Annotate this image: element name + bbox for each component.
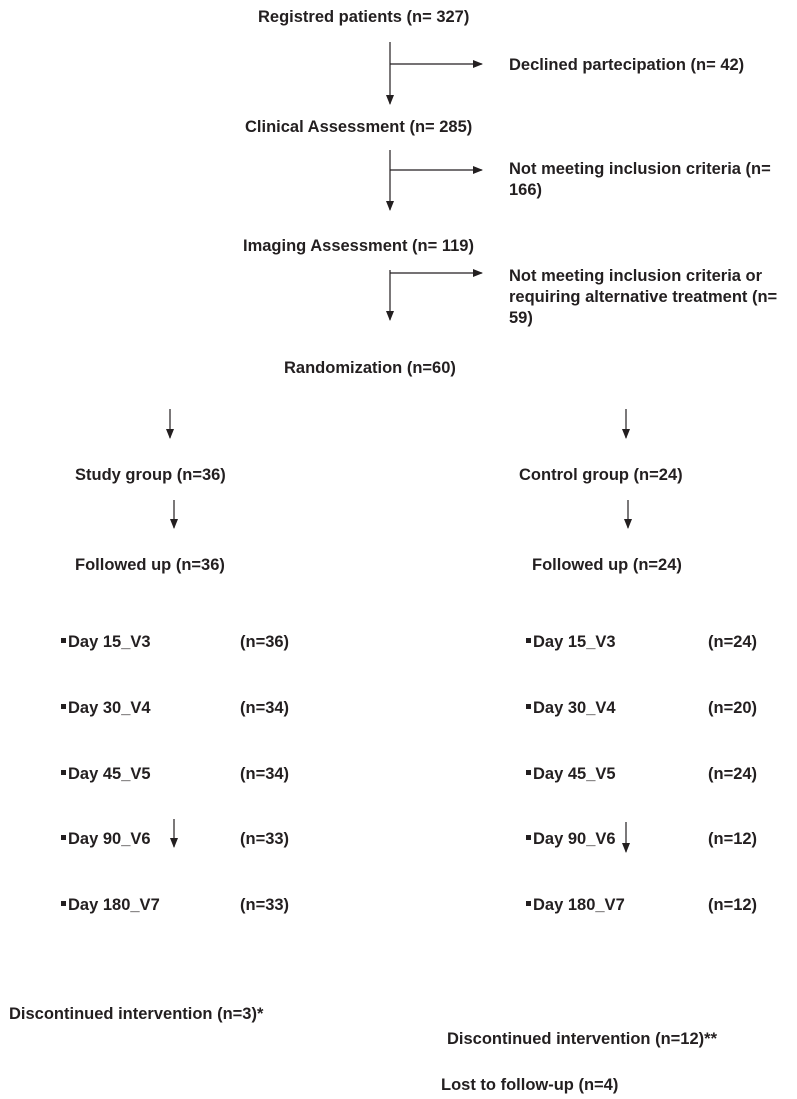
study-visit-label: Day 180_V7 — [61, 895, 160, 916]
control-visit-label-text: Day 90_V6 — [533, 830, 616, 848]
study-visit-label-text: Day 90_V6 — [68, 830, 151, 848]
bullet-marker — [526, 835, 531, 841]
control-visit-count: (n=12) — [708, 830, 758, 848]
control-visit-label: Day 15_V3 — [526, 632, 616, 653]
study-visit-count: (n=33) — [240, 896, 290, 914]
control-visit-count: (n=24) — [708, 633, 758, 651]
control-visit-label: Day 90_V6 — [526, 829, 616, 850]
bullet-marker — [526, 704, 531, 710]
bullet-marker — [526, 638, 531, 644]
bullet-marker — [526, 901, 531, 907]
bullet-marker — [61, 901, 66, 907]
bullet-marker — [61, 835, 66, 841]
study-discontinued-box: Discontinued intervention (n=3)* — [9, 1005, 264, 1023]
bullet-marker — [61, 638, 66, 644]
registered-patients-box: Registred patients (n= 327) — [258, 8, 470, 26]
bullet-marker — [61, 770, 66, 776]
control-visit-count: (n=20) — [708, 699, 758, 717]
study-visit-label: Day 45_V5 — [61, 764, 151, 785]
study-group-box: Study group (n=36) — [75, 466, 226, 484]
study-visit-label: Day 15_V3 — [61, 632, 151, 653]
study-visit-label: Day 90_V6 — [61, 829, 151, 850]
clinical-assessment-box: Clinical Assessment (n= 285) — [245, 118, 473, 136]
bullet-marker — [61, 704, 66, 710]
study-visit-count: (n=36) — [240, 633, 290, 651]
control-visit-label: Day 180_V7 — [526, 895, 625, 916]
study-visit-label-text: Day 30_V4 — [68, 699, 151, 717]
study-visit-count: (n=34) — [240, 765, 290, 783]
randomization-box: Randomization (n=60) — [284, 359, 456, 377]
not-meeting-criteria-box-2: Not meeting inclusion criteria or requir… — [509, 267, 778, 327]
study-visit-count: (n=34) — [240, 699, 290, 717]
control-visit-label-text: Day 45_V5 — [533, 765, 616, 783]
control-visit-label-text: Day 15_V3 — [533, 633, 616, 651]
imaging-assessment-box: Imaging Assessment (n= 119) — [243, 237, 474, 255]
study-visit-label-text: Day 45_V5 — [68, 765, 151, 783]
control-visit-label: Day 30_V4 — [526, 698, 616, 719]
control-lost-to-follow-up-box: Lost to follow-up (n=4) — [441, 1076, 619, 1094]
control-visit-label: Day 45_V5 — [526, 764, 616, 785]
control-group-box: Control group (n=24) — [519, 466, 683, 484]
study-visit-label: Day 30_V4 — [61, 698, 151, 719]
study-visit-count: (n=33) — [240, 830, 290, 848]
study-visit-label-text: Day 15_V3 — [68, 633, 151, 651]
not-meeting-criteria-box-1: Not meeting inclusion criteria (n= 166) — [509, 160, 771, 199]
control-followed-up-box: Followed up (n=24) — [532, 556, 682, 574]
control-visit-count: (n=24) — [708, 765, 758, 783]
study-followed-up-box: Followed up (n=36) — [75, 556, 225, 574]
study-visit-label-text: Day 180_V7 — [68, 896, 160, 914]
control-visit-label-text: Day 30_V4 — [533, 699, 616, 717]
declined-participation-box: Declined partecipation (n= 42) — [509, 56, 745, 74]
control-visit-count: (n=12) — [708, 896, 758, 914]
bullet-marker — [526, 770, 531, 776]
control-discontinued-box: Discontinued intervention (n=12)** — [447, 1030, 717, 1048]
control-visit-label-text: Day 180_V7 — [533, 896, 625, 914]
